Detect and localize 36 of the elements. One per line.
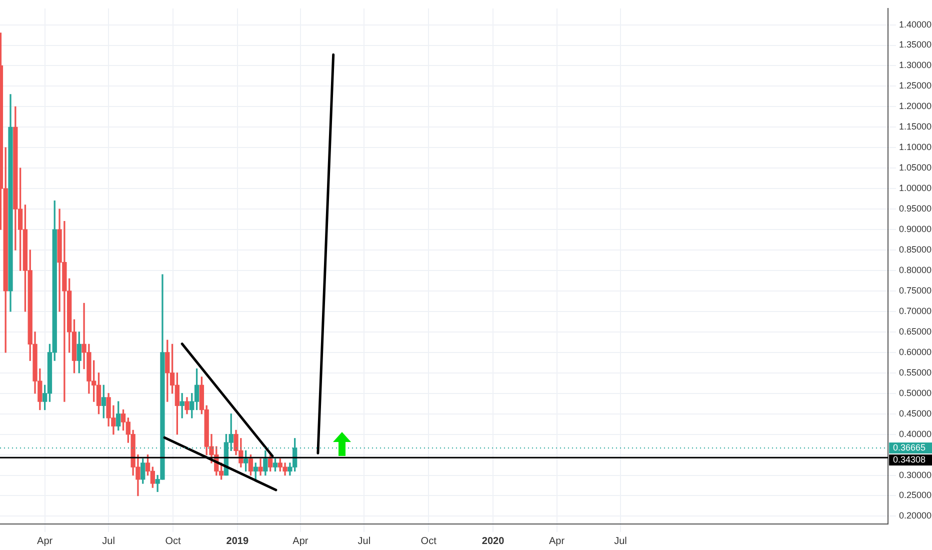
x-tick-label: Oct [165, 536, 181, 547]
x-tick-label: Jul [614, 536, 627, 547]
y-tick-label: 1.00000 [899, 183, 932, 194]
y-tick-label: 0.65000 [899, 326, 932, 336]
y-tick-label: 0.40000 [899, 428, 932, 439]
y-tick-label: 0.85000 [899, 244, 932, 255]
y-tick-label: 0.30000 [899, 470, 932, 480]
ref-line-label: 0.36665 [893, 442, 926, 452]
y-tick-label: 0.45000 [899, 408, 932, 418]
y-tick-label: 0.60000 [899, 346, 932, 357]
y-tick-label: 1.20000 [899, 101, 932, 112]
y-tick-label: 0.95000 [899, 204, 932, 214]
y-tick-label: 0.70000 [899, 306, 932, 316]
y-tick-label: 0.20000 [899, 510, 932, 521]
y-tick-label: 1.15000 [899, 122, 932, 132]
x-tick-label: 2019 [226, 536, 249, 547]
y-tick-label: 0.50000 [899, 388, 932, 398]
y-tick-label: 1.35000 [899, 40, 932, 50]
x-tick-label: Jul [102, 536, 115, 547]
y-tick-label: 1.05000 [899, 162, 932, 173]
y-tick-label: 0.80000 [899, 264, 932, 275]
y-tick-label: 1.10000 [899, 142, 932, 152]
x-tick-label: Apr [37, 536, 54, 547]
y-tick-label: 0.90000 [899, 224, 932, 234]
x-tick-label: Apr [292, 536, 309, 547]
y-tick-label: 0.25000 [899, 490, 932, 500]
y-tick-label: 1.40000 [899, 19, 932, 30]
x-tick-label: Oct [420, 536, 437, 547]
y-tick-label: 1.30000 [899, 60, 932, 70]
x-tick-label: Apr [548, 536, 566, 547]
x-tick-label: 2020 [482, 536, 505, 547]
ref-line-label: 0.34308 [893, 454, 926, 464]
y-tick-label: 0.55000 [899, 367, 932, 378]
y-tick-label: 0.75000 [899, 285, 932, 296]
x-tick-label: Jul [358, 536, 371, 547]
y-tick-label: 1.25000 [899, 80, 932, 91]
